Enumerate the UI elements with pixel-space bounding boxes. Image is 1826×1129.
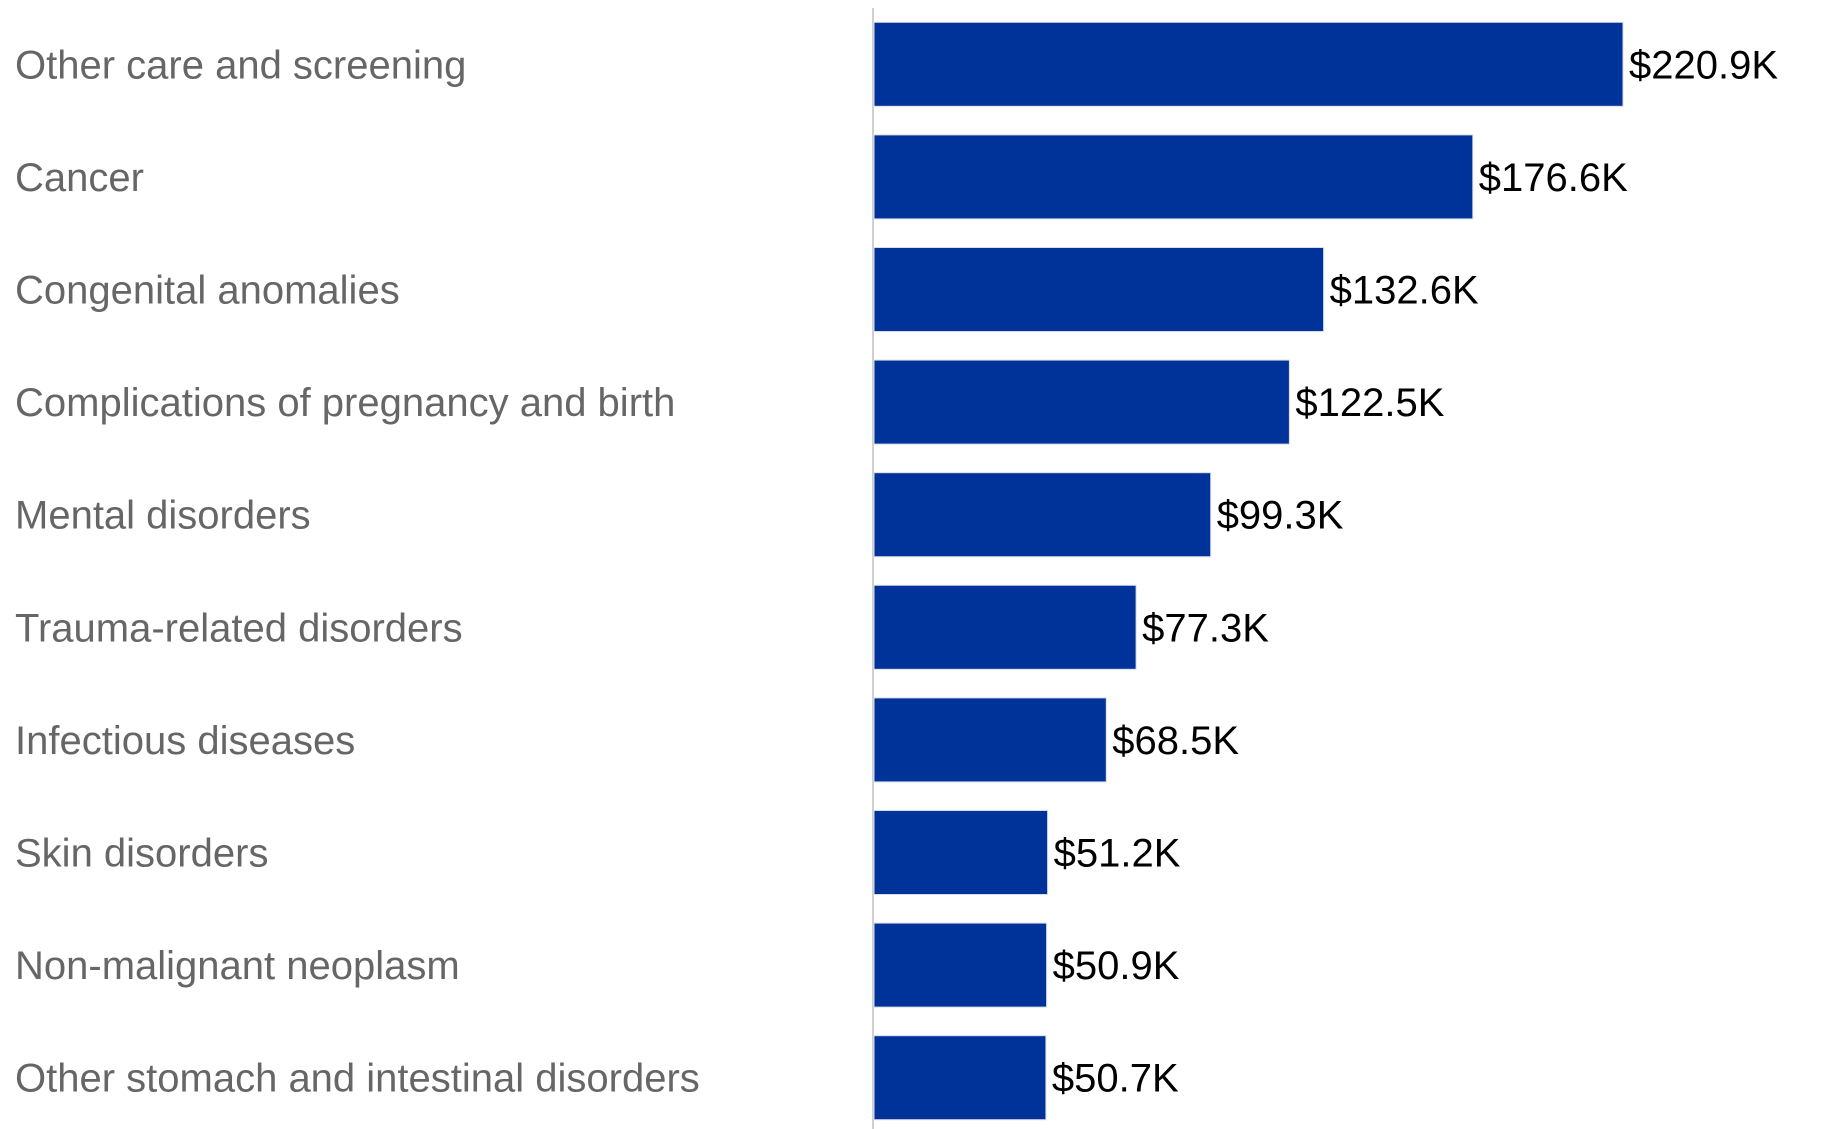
bar-1	[873, 21, 1624, 107]
value-label: $99.3K	[1217, 494, 1344, 538]
category-label: Skin disorders	[15, 832, 268, 876]
value-label: $176.6K	[1479, 156, 1628, 200]
bar-4	[873, 359, 1290, 445]
value-label: $122.5K	[1295, 381, 1444, 425]
bar-6	[873, 584, 1137, 670]
value-label: $77.3K	[1142, 606, 1269, 650]
category-label: Complications of pregnancy and birth	[15, 381, 675, 425]
bar-7	[873, 697, 1107, 783]
category-label: Non-malignant neoplasm	[15, 944, 460, 988]
value-label: $68.5K	[1112, 719, 1239, 763]
category-label: Trauma-related disorders	[15, 606, 463, 650]
category-label: Infectious diseases	[15, 719, 355, 763]
bar-10	[873, 1035, 1047, 1121]
category-label: Other care and screening	[15, 43, 466, 87]
value-label: $50.7K	[1052, 1057, 1179, 1101]
bar-8	[873, 810, 1049, 895]
value-label: $220.9K	[1629, 43, 1778, 87]
value-label: $132.6K	[1330, 269, 1479, 313]
value-label: $50.9K	[1053, 944, 1180, 988]
value-labels-group: $220.9K $176.6K $132.6K $122.5K $99.3K $77.3K…	[1052, 43, 1778, 1100]
bar-5	[873, 472, 1212, 558]
category-label: Congenital anomalies	[15, 269, 400, 313]
bar-2	[873, 134, 1474, 220]
bar-9	[873, 922, 1048, 1008]
bar-3	[873, 247, 1325, 332]
category-label: Other stomach and intestinal disorders	[15, 1057, 700, 1101]
bars-group	[873, 21, 1624, 1121]
value-label: $51.2K	[1054, 832, 1181, 876]
category-label: Cancer	[15, 156, 144, 200]
category-label: Mental disorders	[15, 494, 311, 538]
category-labels-group: Other care and screening Cancer Congenital…	[15, 43, 700, 1100]
